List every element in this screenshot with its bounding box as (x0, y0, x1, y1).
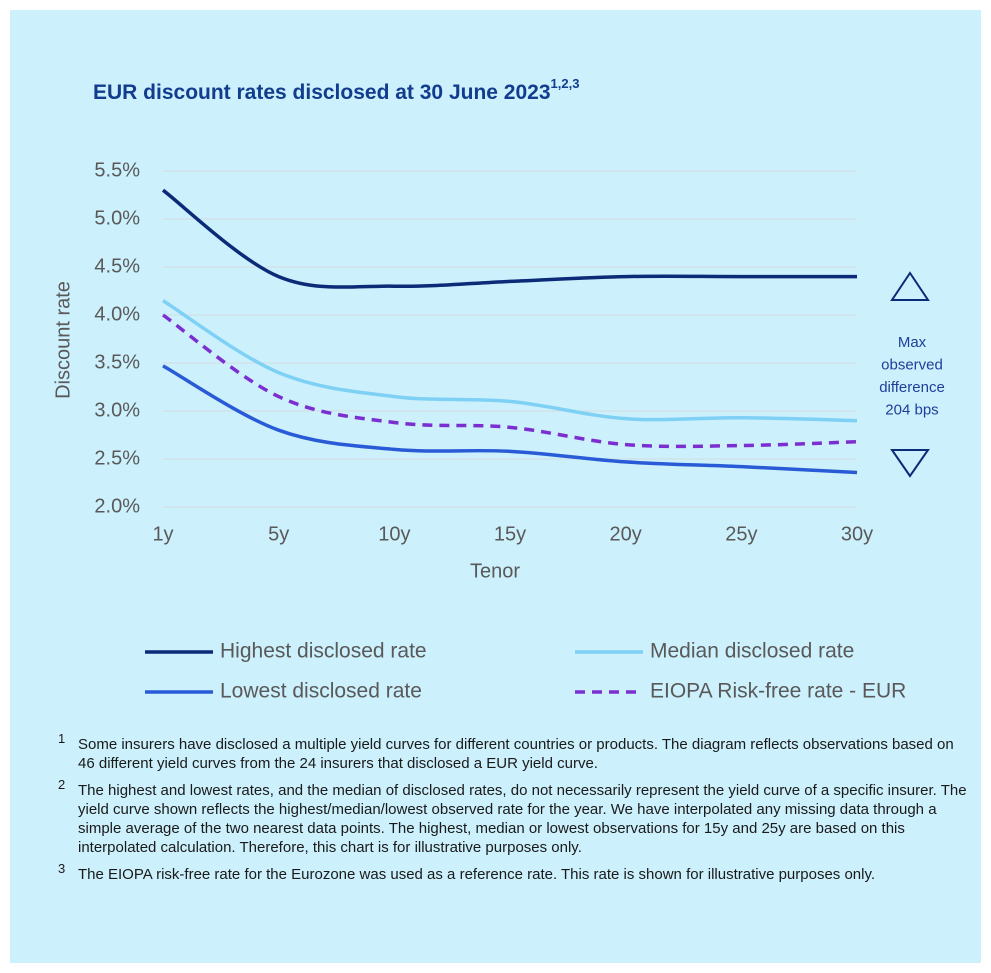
x-tick-label: 10y (378, 523, 410, 545)
title-text: EUR discount rates disclosed at 30 June … (93, 81, 551, 104)
x-tick-label: 1y (152, 523, 173, 545)
y-tick-label: 4.5% (94, 255, 140, 277)
chart-title: EUR discount rates disclosed at 30 June … (93, 76, 579, 103)
footnote-marker: 3 (58, 861, 66, 876)
down-arrow (890, 449, 930, 478)
footnote-text: The highest and lowest rates, and the me… (78, 782, 967, 856)
footnote: 3 The EIOPA risk-free rate for the Eurozo… (56, 861, 972, 884)
up-arrow (890, 271, 930, 301)
annotation: 204 bps (885, 401, 938, 418)
footnote-text: Some insurers have disclosed a multiple … (78, 736, 954, 772)
series-line (162, 364, 858, 475)
legend-label: Lowest disclosed rate (220, 680, 422, 703)
y-axis-label: Discount rate (52, 281, 74, 399)
footnote: 2 The highest and lowest rates, and the m… (56, 777, 972, 857)
y-tick-label: 5.5% (94, 159, 140, 181)
y-tick-label: 3.0% (94, 399, 140, 421)
annotation: observed (881, 356, 943, 373)
y-tick-label: 4.0% (94, 303, 140, 325)
footnote-marker: 1 (58, 731, 66, 746)
title-superscript: 1,2,3 (551, 76, 580, 91)
chart: EUR discount rates disclosed at 30 June … (52, 76, 945, 703)
panel: EUR discount rates disclosed at 30 June … (10, 10, 981, 963)
x-tick-label: 30y (841, 523, 873, 545)
footnote: 1 Some insurers have disclosed a multiple… (56, 731, 972, 773)
y-tick-label: 3.5% (94, 351, 140, 373)
series-line (161, 313, 858, 449)
x-axis-label: Tenor (470, 560, 520, 582)
footnote-text: The EIOPA risk-free rate for the Eurozon… (78, 866, 876, 883)
annotation: Max (898, 334, 927, 351)
x-tick-label: 5y (268, 523, 289, 545)
annotation: difference (879, 379, 945, 396)
y-tick-label: 2.5% (94, 447, 140, 469)
legend-label: EIOPA Risk-free rate - EUR (650, 680, 906, 703)
x-tick-label: 15y (494, 523, 526, 545)
y-tick-label: 2.0% (94, 495, 140, 517)
y-tick-label: 5.0% (94, 207, 140, 229)
series-line (162, 299, 858, 423)
legend-label: Median disclosed rate (650, 640, 854, 663)
legend-label: Highest disclosed rate (220, 640, 427, 663)
footnote-marker: 2 (58, 777, 66, 792)
x-tick-label: 25y (725, 523, 757, 545)
footnotes: 1 Some insurers have disclosed a multiple… (56, 731, 972, 892)
x-tick-label: 20y (610, 523, 642, 545)
series-line (161, 188, 857, 289)
